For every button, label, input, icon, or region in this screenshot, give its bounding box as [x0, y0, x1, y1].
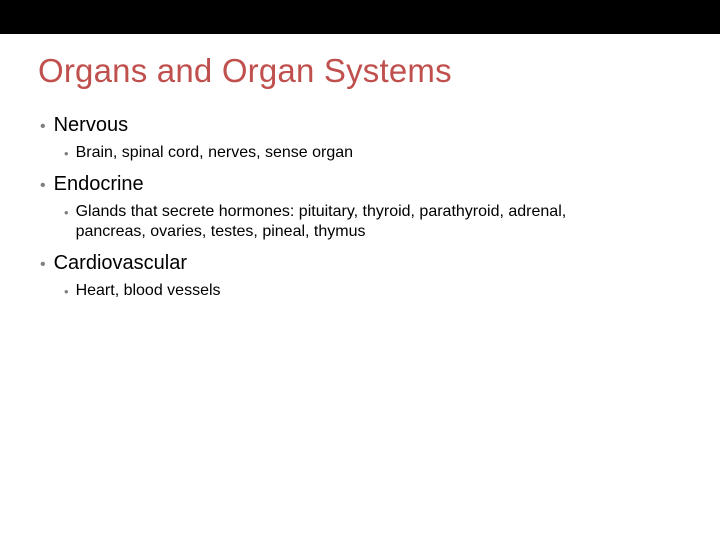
sub-row: • Brain, spinal cord, nerves, sense orga… [64, 143, 682, 163]
sub-row: • Heart, blood vessels [64, 281, 682, 301]
bullet-icon: • [40, 178, 46, 194]
bullet-icon: • [64, 285, 69, 298]
slide-content: Organs and Organ Systems • Nervous • Bra… [0, 34, 720, 301]
slide-title: Organs and Organ Systems [38, 52, 682, 90]
section-row: • Endocrine [38, 173, 682, 196]
section-label: Endocrine [54, 173, 144, 196]
section-label: Nervous [54, 114, 128, 137]
bullet-icon: • [40, 257, 46, 273]
sub-row: • Glands that secrete hormones: pituitar… [64, 202, 682, 242]
section-row: • Nervous [38, 114, 682, 137]
bullet-icon: • [40, 119, 46, 135]
section-row: • Cardiovascular [38, 252, 682, 275]
section-label: Cardiovascular [54, 252, 187, 275]
sub-text: Glands that secrete hormones: pituitary,… [76, 202, 636, 242]
sub-text: Brain, spinal cord, nerves, sense organ [76, 143, 353, 163]
sub-text: Heart, blood vessels [76, 281, 221, 301]
bullet-icon: • [64, 147, 69, 160]
top-bar [0, 0, 720, 34]
bullet-icon: • [64, 206, 69, 219]
